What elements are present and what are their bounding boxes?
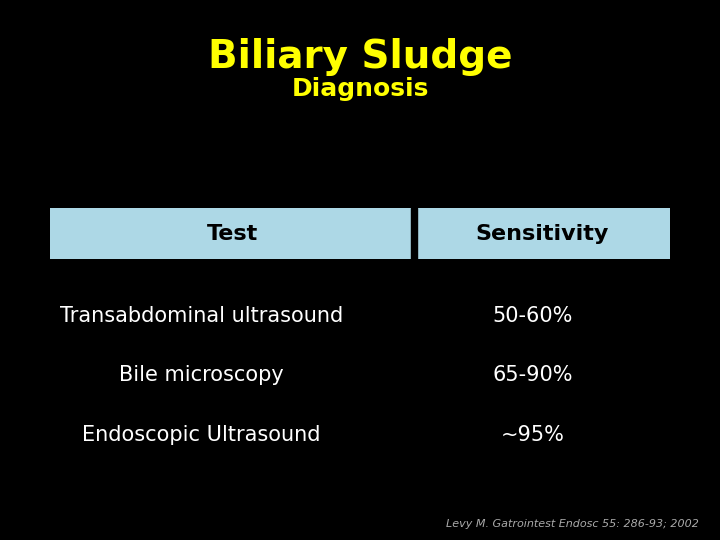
Text: Transabdominal ultrasound: Transabdominal ultrasound [60,306,343,326]
Text: Test: Test [207,224,258,244]
FancyBboxPatch shape [50,208,414,259]
Text: Diagnosis: Diagnosis [292,77,428,101]
Text: Biliary Sludge: Biliary Sludge [208,38,512,76]
Text: Sensitivity: Sensitivity [475,224,608,244]
Text: 50-60%: 50-60% [492,306,573,326]
Text: 65-90%: 65-90% [492,365,573,386]
FancyBboxPatch shape [414,208,670,259]
Text: Levy M. Gatrointest Endosc 55: 286-93; 2002: Levy M. Gatrointest Endosc 55: 286-93; 2… [446,519,698,529]
Text: Bile microscopy: Bile microscopy [120,365,284,386]
Text: Endoscopic Ultrasound: Endoscopic Ultrasound [82,424,321,445]
Text: ~95%: ~95% [501,424,564,445]
